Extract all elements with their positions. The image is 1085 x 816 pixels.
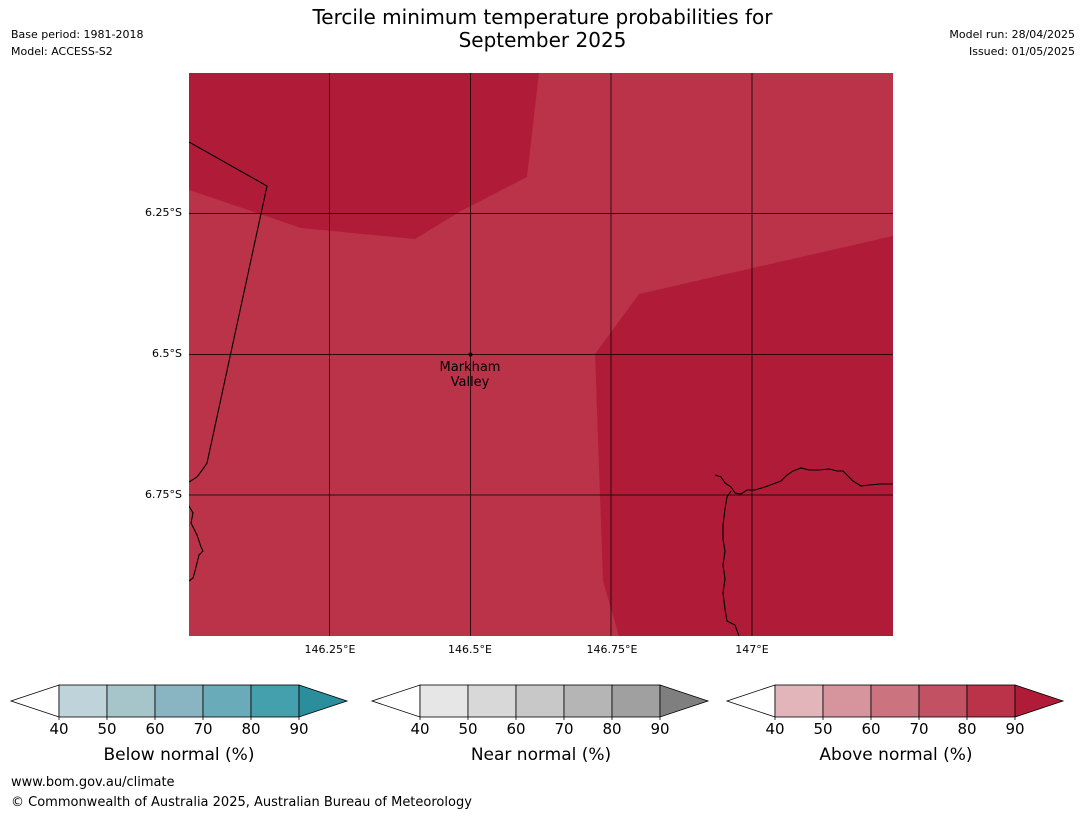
colorbar-title-below-normal: Below normal (%) (103, 745, 255, 765)
colorbar-above-normal-segment (966, 684, 1016, 718)
colorbar-near-normal: 40 50 60 70 80 90 (370, 684, 710, 738)
map-region-above-normal-90-north (189, 73, 539, 239)
colorbar-near-normal-segment (515, 684, 565, 718)
colorbar-above-normal-tick-label: 60 (861, 720, 880, 738)
footer-url: www.bom.gov.au/climate (11, 775, 175, 790)
colorbar-near-normal-tick-label: 80 (602, 720, 621, 738)
base-info: Base period: 1981-2018 Model: ACCESS-S2 (11, 26, 143, 60)
colorbar-below-normal-high-extend (298, 684, 349, 718)
colorbar-above-normal-segment (822, 684, 872, 718)
colorbar-above-normal-tick-label: 80 (957, 720, 976, 738)
colorbar-above-normal-tick-label: 70 (909, 720, 928, 738)
colorbar-below-normal-segment (250, 684, 300, 718)
colorbar-near-normal-low-extend (370, 684, 421, 718)
colorbar-near-normal-high-extend (659, 684, 710, 718)
map-title: Tercile minimum temperature probabilitie… (312, 5, 773, 52)
footer-copyright: © Commonwealth of Australia 2025, Austra… (11, 795, 472, 810)
map-region-above-normal-90-east (595, 236, 893, 636)
colorbar-title-above-normal: Above normal (%) (819, 745, 973, 765)
colorbar-above-normal-segment (870, 684, 920, 718)
colorbar-below-normal-tick-label: 80 (241, 720, 260, 738)
colorbar-below-normal-segment (202, 684, 252, 718)
colorbar-title-near-normal: Near normal (%) (470, 745, 612, 765)
colorbar-near-normal-tick-label: 40 (410, 720, 429, 738)
colorbar-near-normal-segment (611, 684, 661, 718)
colorbar-above-normal-segment (774, 684, 824, 718)
lat-label-6-5: 6.5°S (152, 347, 182, 360)
colorbar-above-normal-tick-label: 90 (1005, 720, 1024, 738)
colorbar-near-normal-segment (419, 684, 469, 718)
lon-label-146-5: 146.5°E (448, 643, 492, 656)
base-period-text: Base period: 1981-2018 (11, 28, 144, 41)
boundary-lines (189, 141, 893, 636)
colorbar-above-normal-low-extend (725, 684, 776, 718)
lat-label-6-25: 6.25°S (145, 206, 182, 219)
colorbars: 40 50 60 70 80 90 40 50 60 70 80 90 40 50 60 70 80 90 (9, 684, 1065, 738)
colorbar-below-normal-low-extend (9, 684, 60, 718)
colorbar-below-normal-tick-label: 60 (145, 720, 164, 738)
lon-label-146-25: 146.25°E (304, 643, 356, 656)
colorbar-below-normal-segment (106, 684, 156, 718)
colorbar-below-normal-tick-label: 70 (193, 720, 212, 738)
colorbar-above-normal-segment (918, 684, 968, 718)
colorbar-near-normal-tick-label: 60 (506, 720, 525, 738)
colorbar-above-normal-tick-label: 40 (765, 720, 784, 738)
issued-text: Issued: 01/05/2025 (968, 45, 1075, 58)
colorbar-below-normal-tick-label: 90 (289, 720, 308, 738)
model-run-text: Model run: 28/04/2025 (949, 28, 1075, 41)
colorbar-below-normal-tick-label: 40 (49, 720, 68, 738)
model-text: Model: ACCESS-S2 (11, 45, 113, 58)
colorbar-below-normal-segment (154, 684, 204, 718)
lon-label-147: 147°E (735, 643, 769, 656)
colorbar-above-normal: 40 50 60 70 80 90 (725, 684, 1065, 738)
place-label-markham-valley: Markham Valley (439, 360, 501, 390)
colorbar-above-normal-tick-label: 50 (813, 720, 832, 738)
colorbar-near-normal-segment (467, 684, 517, 718)
lat-label-6-75: 6.75°S (145, 488, 182, 501)
lon-label-146-75: 146.75°E (586, 643, 638, 656)
place-marker-markham-valley (468, 352, 473, 357)
colorbar-near-normal-tick-label: 70 (554, 720, 573, 738)
colorbar-below-normal-tick-label: 50 (97, 720, 116, 738)
run-info: Model run: 28/04/2025 Issued: 01/05/2025 (949, 26, 1075, 60)
colorbar-above-normal-high-extend (1014, 684, 1065, 718)
colorbar-near-normal-segment (563, 684, 613, 718)
colorbar-near-normal-tick-label: 90 (650, 720, 669, 738)
colorbar-below-normal-segment (58, 684, 108, 718)
probability-map (189, 73, 893, 636)
graticule (189, 73, 893, 636)
colorbar-below-normal: 40 50 60 70 80 90 (9, 684, 349, 738)
colorbar-near-normal-tick-label: 50 (458, 720, 477, 738)
